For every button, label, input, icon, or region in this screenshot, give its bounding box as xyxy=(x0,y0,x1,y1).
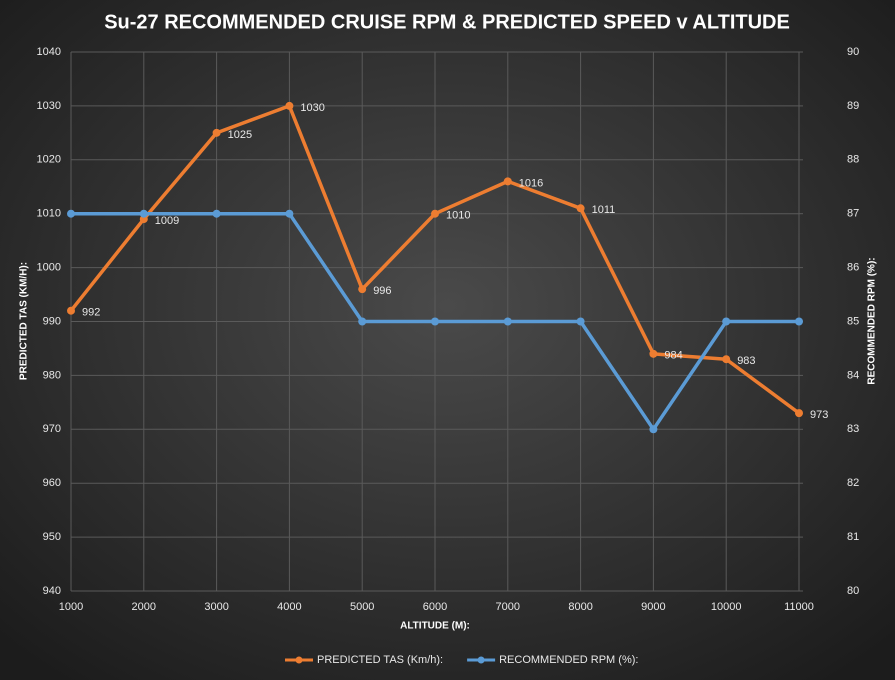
data-label: 984 xyxy=(664,350,682,362)
data-point xyxy=(358,285,367,294)
data-point xyxy=(139,209,148,218)
y-axis-title: PREDICTED TAS (KM/H): xyxy=(19,262,30,380)
x-tick-label: 2000 xyxy=(132,601,156,613)
x-tick-label: 9000 xyxy=(641,601,665,613)
data-point xyxy=(649,425,658,434)
y-tick-label: 970 xyxy=(43,423,61,435)
data-point xyxy=(358,317,367,326)
y2-tick-label: 84 xyxy=(847,369,859,381)
data-label: 1025 xyxy=(228,129,252,141)
x-tick-label: 1000 xyxy=(59,601,83,613)
y2-tick-label: 82 xyxy=(847,477,859,489)
y-tick-label: 1030 xyxy=(37,100,61,112)
data-point xyxy=(795,317,803,326)
x-tick-label: 4000 xyxy=(277,601,301,613)
data-label: 983 xyxy=(737,355,755,367)
x-axis-title: ALTITUDE (M): xyxy=(400,621,470,632)
y2-tick-label: 80 xyxy=(847,585,859,597)
y2-tick-label: 83 xyxy=(847,423,859,435)
y-tick-label: 940 xyxy=(43,585,61,597)
data-point xyxy=(649,349,658,358)
data-point xyxy=(67,306,75,315)
y2-tick-label: 81 xyxy=(847,531,859,543)
y2-tick-label: 90 xyxy=(847,46,859,58)
x-tick-label: 5000 xyxy=(350,601,374,613)
data-point xyxy=(212,209,221,218)
y2-tick-label: 85 xyxy=(847,315,859,327)
data-label: 992 xyxy=(82,307,100,319)
data-point xyxy=(285,101,294,110)
y-tick-label: 1020 xyxy=(37,154,61,166)
y-tick-label: 1040 xyxy=(37,46,61,58)
y2-tick-label: 87 xyxy=(847,208,859,220)
y2-tick-label: 86 xyxy=(847,262,859,274)
data-point xyxy=(576,204,585,213)
y-tick-label: 980 xyxy=(43,369,61,381)
data-point xyxy=(212,128,221,137)
data-label: 1016 xyxy=(519,177,543,189)
x-tick-label: 11000 xyxy=(784,601,814,613)
chart-title: Su-27 RECOMMENDED CRUISE RPM & PREDICTED… xyxy=(104,11,790,33)
data-label: 1009 xyxy=(155,215,179,227)
data-point xyxy=(576,317,585,326)
data-point xyxy=(795,409,803,418)
y-tick-label: 1010 xyxy=(37,208,61,220)
y2-tick-label: 89 xyxy=(847,100,859,112)
y-tick-label: 950 xyxy=(43,531,61,543)
x-tick-label: 3000 xyxy=(204,601,228,613)
data-point xyxy=(431,209,439,218)
data-point xyxy=(722,355,731,364)
y2-axis-title: RECOMMENDED RPM (%): xyxy=(867,257,878,384)
data-point xyxy=(503,177,512,186)
legend-marker xyxy=(295,656,303,664)
data-point xyxy=(67,209,75,218)
y-tick-label: 1000 xyxy=(37,262,61,274)
data-label: 996 xyxy=(373,285,391,297)
y2-tick-label: 88 xyxy=(847,154,859,166)
data-point xyxy=(722,317,731,326)
data-point xyxy=(431,317,439,326)
legend-label: PREDICTED TAS (Km/h): xyxy=(317,654,443,666)
legend-marker xyxy=(477,656,485,664)
data-label: 1010 xyxy=(446,210,470,222)
x-tick-label: 6000 xyxy=(423,601,447,613)
y-tick-label: 960 xyxy=(43,477,61,489)
data-label: 1011 xyxy=(592,204,616,216)
x-tick-label: 7000 xyxy=(496,601,520,613)
x-tick-label: 8000 xyxy=(568,601,592,613)
x-tick-label: 10000 xyxy=(711,601,742,613)
y-tick-label: 990 xyxy=(43,315,61,327)
data-label: 973 xyxy=(810,409,828,421)
data-point xyxy=(503,317,512,326)
data-point xyxy=(285,209,294,218)
legend-label: RECOMMENDED RPM (%): xyxy=(499,654,638,666)
data-label: 1030 xyxy=(300,102,324,114)
